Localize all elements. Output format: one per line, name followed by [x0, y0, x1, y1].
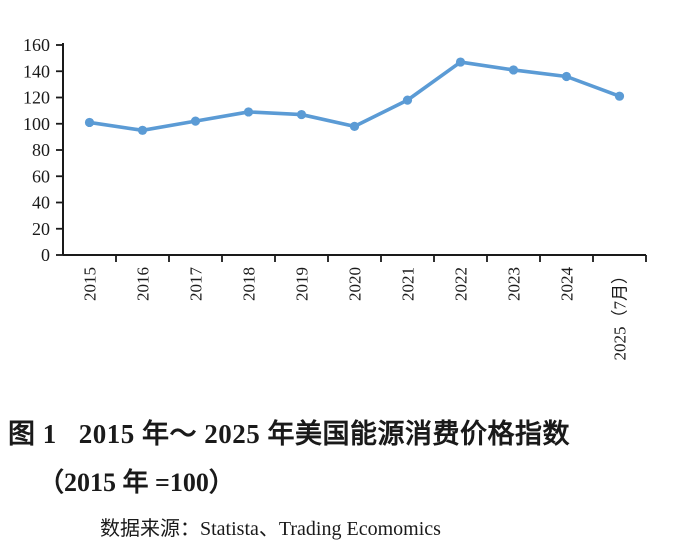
y-tick-label: 20 — [32, 219, 50, 239]
axis-labels: 0 20 40 60 80 100 120 140 160 2015 2016 2017 2018 201… — [23, 35, 630, 361]
y-tick-label: 80 — [32, 140, 50, 160]
x-tick-label: 2018 — [240, 267, 259, 301]
figure-label: 图 1 — [8, 419, 57, 449]
data-point-2020 — [349, 121, 360, 131]
y-tick-label: 0 — [41, 245, 50, 265]
data-point-2018 — [243, 107, 254, 117]
x-tick-label: 2016 — [134, 267, 153, 301]
data-point-2021 — [402, 95, 413, 105]
data-series — [84, 57, 625, 135]
data-source-value: Statista、Trading Ecomomics — [200, 518, 441, 540]
x-tick-label: 2022 — [452, 267, 471, 301]
x-tick-label: 2025（7月） — [611, 267, 630, 361]
y-tick-label: 140 — [23, 61, 50, 81]
y-tick-label: 40 — [32, 193, 50, 213]
data-point-2024 — [561, 71, 572, 82]
x-tick-label: 2015 — [81, 267, 100, 301]
data-point-2019 — [296, 109, 307, 120]
data-point-2015 — [84, 117, 95, 128]
x-tick-label: 2024 — [558, 267, 577, 302]
data-source-label: 数据来源： — [100, 518, 200, 540]
figure-subtitle: （2015 年 =100） — [38, 468, 235, 497]
figure-caption: 图 1 2015 年～ 2025 年美国能源消费价格指数 — [8, 412, 682, 451]
data-point-2016 — [137, 125, 148, 135]
series-line — [87, 60, 622, 133]
x-tick-label: 2020 — [346, 267, 365, 301]
y-tick-label: 60 — [32, 166, 50, 186]
y-tick-label: 120 — [23, 88, 50, 108]
data-source-line: 数据来源：Statista、Trading Ecomomics — [100, 512, 682, 541]
y-tick-label: 100 — [23, 114, 50, 134]
line-chart: 0 20 40 60 80 100 120 140 160 2015 2016 2017 2018 201… — [23, 35, 647, 361]
data-point-2022 — [455, 57, 466, 67]
data-point-2023 — [508, 65, 519, 75]
y-tick-label: 160 — [23, 35, 50, 55]
data-point-2025（7月） — [614, 91, 625, 101]
x-tick-label: 2017 — [187, 267, 206, 302]
data-point-2017 — [190, 116, 201, 126]
x-tick-label: 2023 — [505, 267, 524, 301]
figure-title: 2015 年～ 2025 年美国能源消费价格指数 — [78, 419, 570, 449]
x-tick-label: 2021 — [399, 267, 418, 301]
axes — [56, 43, 647, 262]
x-tick-label: 2019 — [293, 267, 312, 301]
